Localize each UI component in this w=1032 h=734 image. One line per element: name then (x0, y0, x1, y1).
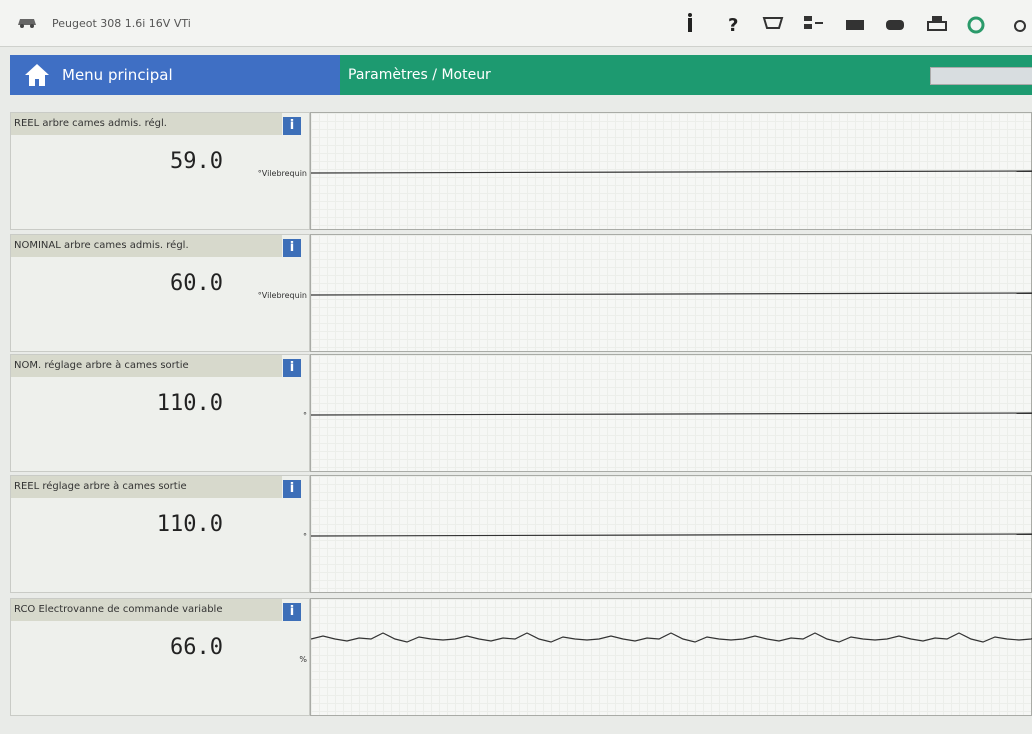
parameter-label: REEL arbre cames admis. régl. (11, 113, 282, 135)
parameter-label: NOMINAL arbre cames admis. régl. (11, 235, 282, 257)
parameter-panel: REEL réglage arbre à cames sortie i 110.0 ° (10, 475, 1032, 593)
parameter-panel: NOM. réglage arbre à cames sortie i 110.0 ° (10, 354, 1032, 472)
parameter-unit: ° (303, 532, 307, 541)
parameter-graph (310, 475, 1032, 593)
home-button[interactable]: Menu principal (10, 55, 340, 95)
home-label: Menu principal (62, 66, 173, 84)
car-icon (18, 19, 36, 28)
parameter-unit: ° (303, 411, 307, 420)
graph-trace (311, 292, 1032, 296)
parameter-graph (310, 354, 1032, 472)
toolbar[interactable]: ? (680, 12, 1032, 36)
trace-line (311, 533, 1032, 537)
vehicle-name: Peugeot 308 1.6i 16V VTi (52, 17, 191, 30)
parameter-value: 66.0 (170, 635, 223, 660)
trace-line (311, 632, 1032, 643)
trace-line (311, 412, 1032, 416)
info-button[interactable]: i (283, 603, 301, 621)
parameter-graph (310, 598, 1032, 716)
parameter-value: 60.0 (170, 271, 223, 296)
parameter-info: REEL arbre cames admis. régl. i 59.0 °Vileb… (10, 112, 310, 230)
parameter-label: REEL réglage arbre à cames sortie (11, 476, 282, 498)
graph-trace (311, 170, 1032, 174)
title-bar: Peugeot 308 1.6i 16V VTi ? (0, 0, 1032, 47)
parameter-panel: NOMINAL arbre cames admis. régl. i 60.0 °Vi… (10, 234, 1032, 352)
parameter-info: RCO Electrovanne de commande variable i 66… (10, 598, 310, 716)
parameter-value: 110.0 (156, 391, 223, 416)
section-title: Paramètres / Moteur (348, 67, 491, 83)
parameter-graph (310, 234, 1032, 352)
parameter-info: NOM. réglage arbre à cames sortie i 110.0 ° (10, 354, 310, 472)
trace-line (311, 292, 1032, 296)
info-button[interactable]: i (283, 239, 301, 257)
parameter-label: NOM. réglage arbre à cames sortie (11, 355, 282, 377)
home-icon (25, 64, 49, 86)
info-button[interactable]: i (283, 359, 301, 377)
parameter-panel: REEL arbre cames admis. régl. i 59.0 °Vileb… (10, 112, 1032, 230)
progress-box (930, 67, 1032, 85)
parameter-label: RCO Electrovanne de commande variable (11, 599, 282, 621)
section-bar: Paramètres / Moteur (340, 55, 1032, 95)
graph-trace (311, 632, 1032, 643)
parameter-unit: °Vilebrequin (257, 169, 307, 178)
svg-text:?: ? (728, 15, 738, 36)
info-button[interactable]: i (283, 480, 301, 498)
parameter-unit: % (299, 655, 307, 664)
graph-trace (311, 412, 1032, 416)
parameter-info: NOMINAL arbre cames admis. régl. i 60.0 °Vi… (10, 234, 310, 352)
trace-line (311, 170, 1032, 174)
graph-trace (311, 533, 1032, 537)
parameter-panel: RCO Electrovanne de commande variable i 66… (10, 598, 1032, 716)
parameter-value: 110.0 (156, 512, 223, 537)
parameter-info: REEL réglage arbre à cames sortie i 110.0 ° (10, 475, 310, 593)
parameter-value: 59.0 (170, 149, 223, 174)
parameter-unit: °Vilebrequin (257, 291, 307, 300)
info-button[interactable]: i (283, 117, 301, 135)
parameter-graph (310, 112, 1032, 230)
